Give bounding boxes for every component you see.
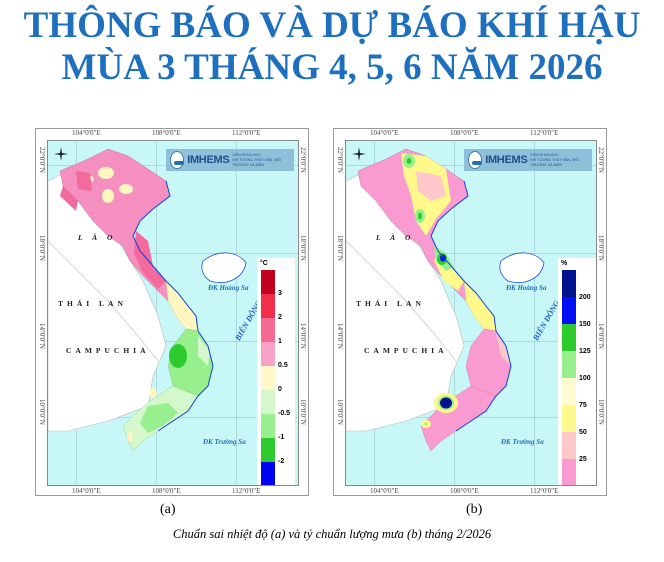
- legend-swatch: [562, 405, 576, 432]
- legend-label: 0.5: [278, 362, 288, 369]
- lat-label-right: 14°0'0"N: [597, 323, 605, 349]
- lon-label-top: 104°0'0"E: [72, 129, 101, 137]
- lon-label-top: 108°0'0"E: [152, 129, 181, 137]
- legend-unit: %: [561, 260, 568, 267]
- lon-label-bottom: 104°0'0"E: [370, 487, 399, 495]
- lat-label-right: 14°0'0"N: [299, 323, 307, 349]
- north-arrow-icon: [54, 147, 68, 161]
- label-thailand: THÁI LAN: [356, 299, 425, 308]
- legend-swatch: [562, 378, 576, 405]
- label-paracel: ĐK Hoàng Sa: [506, 284, 547, 292]
- lat-label-left: 22°0'0"N: [38, 147, 46, 173]
- legend-swatch: [261, 342, 275, 366]
- imhems-logo: IMHEMS VIỆN KHOA HỌC KHÍ TƯỢNG THỦY VĂN,…: [464, 149, 592, 171]
- imhems-emblem-icon: [468, 151, 483, 169]
- lon-label-top: 112°0'0"E: [530, 129, 559, 137]
- label-spratly: ĐK Trường Sa: [203, 438, 246, 446]
- lon-label-bottom: 112°0'0"E: [530, 487, 559, 495]
- legend-rainfall: % 200 150 125 100 75 50 25: [558, 258, 596, 485]
- lon-label-bottom: 108°0'0"E: [450, 487, 479, 495]
- label-laos: L À O: [376, 233, 415, 242]
- lat-label-left: 10°0'0"N: [38, 399, 46, 425]
- lat-label-right: 10°0'0"N: [597, 399, 605, 425]
- legend-label: 200: [579, 294, 591, 301]
- lat-label-left: 10°0'0"N: [336, 399, 344, 425]
- lat-label-right: 22°0'0"N: [597, 147, 605, 173]
- legend-swatch: [261, 438, 275, 462]
- legend-swatch: [261, 414, 275, 438]
- map-frame: IMHEMS VIỆN KHOA HỌC KHÍ TƯỢNG THỦY VĂN,…: [345, 140, 597, 486]
- label-thailand: THÁI LAN: [58, 299, 127, 308]
- vietnam-rainfall-map: [346, 148, 545, 452]
- lat-label-left: 18°0'0"N: [336, 235, 344, 261]
- legend-swatch: [562, 351, 576, 378]
- lon-label-bottom: 104°0'0"E: [72, 487, 101, 495]
- map-frame: IMHEMS VIỆN KHOA HỌC KHÍ TƯỢNG THỦY VĂN,…: [47, 140, 299, 486]
- label-cambodia: CAMPUCHIA: [66, 346, 150, 355]
- lon-label-top: 108°0'0"E: [450, 129, 479, 137]
- imhems-logo: IMHEMS VIỆN KHOA HỌC KHÍ TƯỢNG THỦY VĂN,…: [166, 149, 294, 171]
- lat-label-left: 22°0'0"N: [336, 147, 344, 173]
- legend-label: 125: [579, 348, 591, 355]
- legend-label: 75: [579, 402, 587, 409]
- legend-swatch: [261, 462, 275, 485]
- panel-a-label: (a): [160, 502, 176, 517]
- legend-label: 100: [579, 375, 591, 382]
- lat-label-right: 18°0'0"N: [299, 235, 307, 261]
- lat-label-right: 18°0'0"N: [597, 235, 605, 261]
- lat-label-left: 18°0'0"N: [38, 235, 46, 261]
- panel-b-label: (b): [466, 502, 483, 517]
- legend-swatch: [261, 294, 275, 318]
- page-title-line1: THÔNG BÁO VÀ DỰ BÁO KHÍ HẬU: [23, 5, 641, 46]
- lat-label-right: 10°0'0"N: [299, 399, 307, 425]
- lat-label-left: 14°0'0"N: [336, 323, 344, 349]
- legend-swatch: [562, 432, 576, 459]
- lon-label-top: 104°0'0"E: [370, 129, 399, 137]
- label-spratly: ĐK Trường Sa: [501, 438, 544, 446]
- north-arrow-icon: [352, 147, 366, 161]
- legend-swatch: [562, 297, 576, 324]
- legend-label: 50: [579, 429, 587, 436]
- lon-label-bottom: 108°0'0"E: [152, 487, 181, 495]
- legend-label: -0.5: [278, 410, 291, 417]
- lat-label-right: 22°0'0"N: [299, 147, 307, 173]
- legend-swatch: [261, 366, 275, 390]
- legend-swatch: [261, 390, 275, 414]
- map-panel-rainfall: 104°0'0"E 108°0'0"E 112°0'0"E 104°0'0"E …: [333, 128, 607, 496]
- figure-caption: Chuẩn sai nhiệt độ (a) và tỷ chuẩn lượng…: [172, 527, 492, 541]
- legend-unit: °C: [260, 260, 268, 267]
- imhems-emblem-icon: [170, 151, 185, 169]
- vietnam-temperature-map: [48, 148, 247, 452]
- map-panel-temperature: 104°0'0"E 108°0'0"E 112°0'0"E 104°0'0"E …: [35, 128, 309, 496]
- legend-label: 25: [579, 456, 587, 463]
- legend-swatch: [562, 270, 576, 297]
- legend-label: 2: [278, 314, 282, 321]
- legend-label: -2: [278, 458, 285, 465]
- legend-temperature: °C 3 2 1 0.5 0 -0.5 -1 -2: [257, 258, 295, 485]
- label-cambodia: CAMPUCHIA: [364, 346, 448, 355]
- page-title-line2: MÙA 3 THÁNG 4, 5, 6 NĂM 2026: [61, 47, 603, 88]
- legend-swatch: [261, 270, 275, 294]
- legend-swatch: [562, 324, 576, 351]
- label-laos: L À O: [78, 233, 117, 242]
- legend-swatch: [261, 318, 275, 342]
- lat-label-left: 14°0'0"N: [38, 323, 46, 349]
- legend-label: 3: [278, 290, 282, 297]
- legend-label: -1: [278, 434, 285, 441]
- legend-label: 0: [278, 386, 282, 393]
- legend-swatch: [562, 459, 576, 485]
- label-paracel: ĐK Hoàng Sa: [208, 284, 249, 292]
- legend-label: 150: [579, 321, 591, 328]
- lon-label-bottom: 112°0'0"E: [232, 487, 261, 495]
- legend-label: 1: [278, 338, 282, 345]
- lon-label-top: 112°0'0"E: [232, 129, 261, 137]
